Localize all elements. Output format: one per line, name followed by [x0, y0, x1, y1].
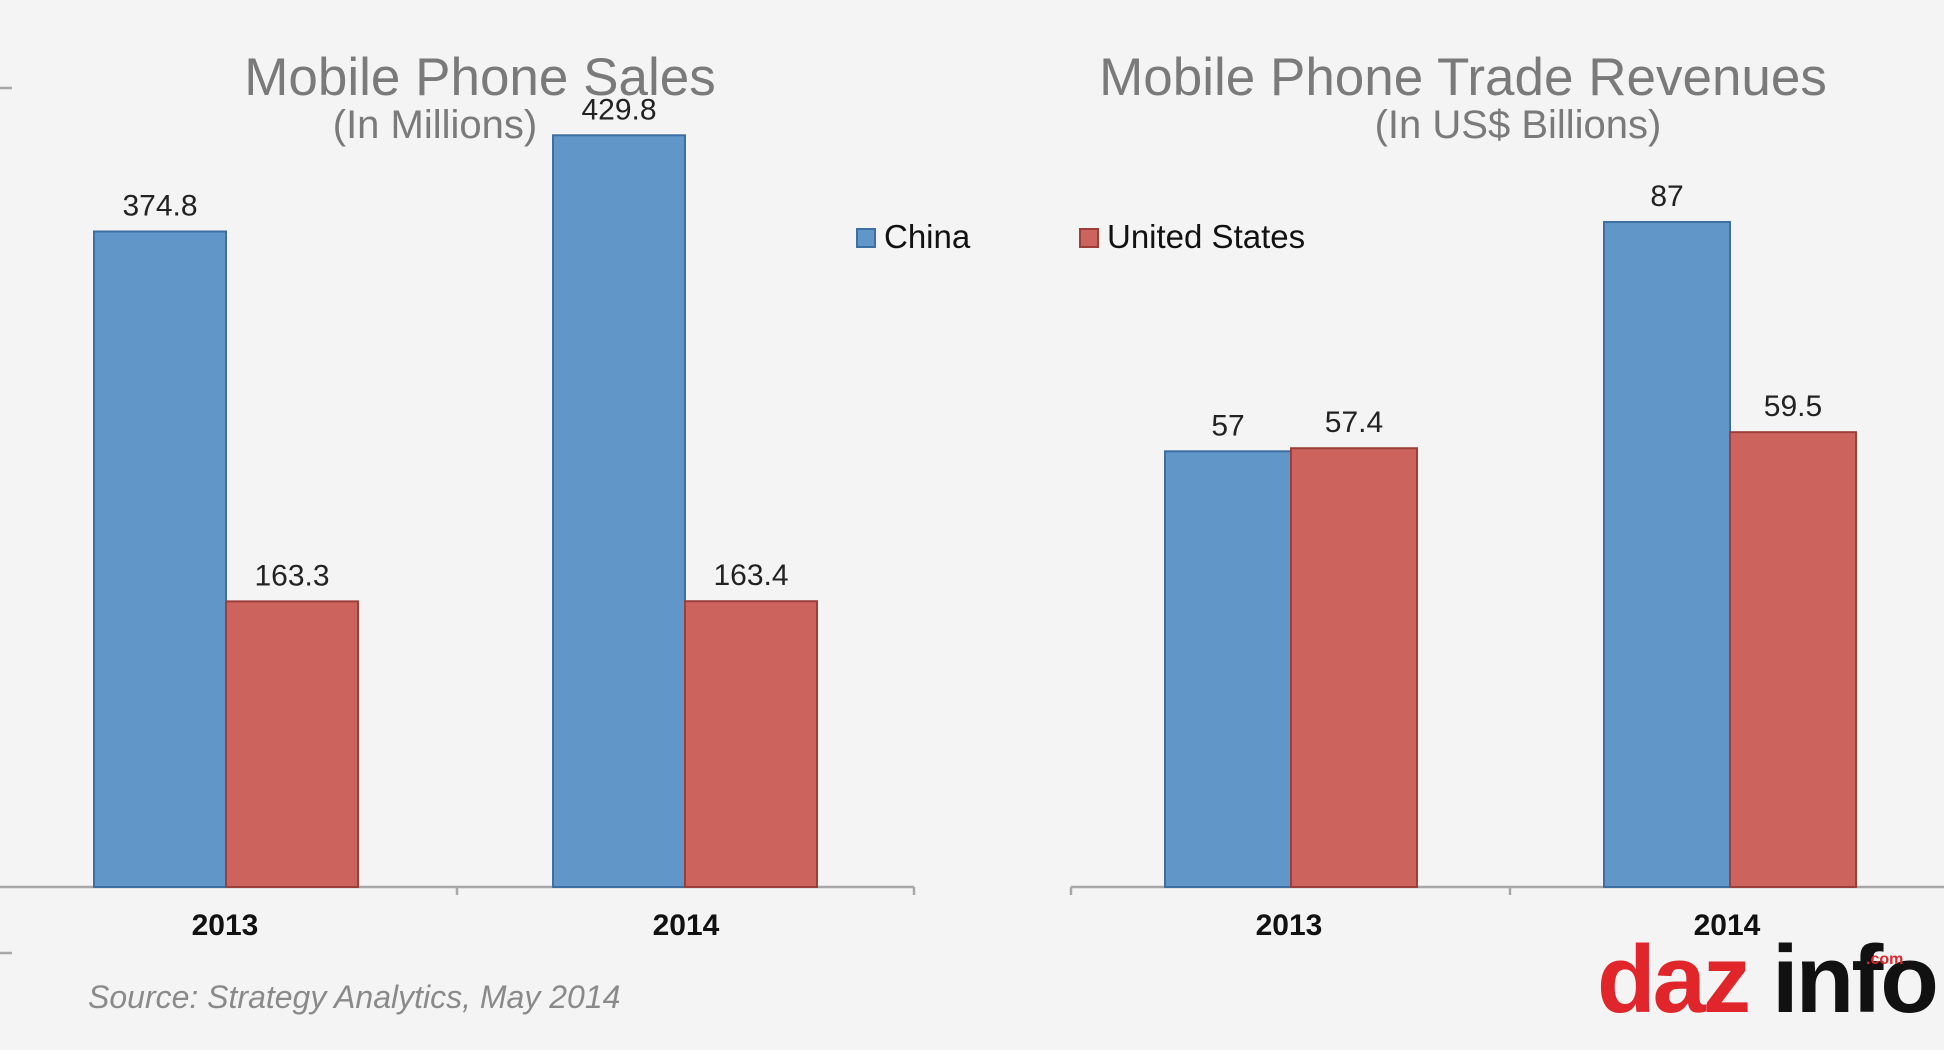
sales-chart-title: Mobile Phone Sales [244, 48, 715, 107]
logo-text-daz: daz [1597, 926, 1748, 1033]
revenue-data-label-us-2013: 57.4 [1325, 406, 1383, 439]
sales-bar-china-2014 [552, 134, 686, 889]
sales-tick-2013: 2013 [192, 909, 259, 942]
revenue-tick-2014: 2014 [1694, 909, 1761, 942]
sales-x-axis [0, 885, 916, 895]
legend-label-china: China [884, 218, 971, 255]
sales-data-label-china-2013: 374.8 [122, 189, 197, 222]
revenue-bar-china-2014 [1603, 220, 1731, 889]
logo-text-info: info [1772, 926, 1936, 1033]
sales-data-label-us-2014: 163.4 [713, 559, 788, 592]
revenue-bar-us-2014 [1729, 431, 1857, 888]
revenue-bar-china-2013 [1164, 450, 1292, 888]
revenue-data-label-china-2013: 57 [1211, 409, 1244, 442]
sales-bar-us-2014 [684, 600, 818, 888]
sales-tick-2014: 2014 [653, 909, 720, 942]
legend-label-us: United States [1107, 218, 1305, 255]
logo-text-com: .com [1866, 951, 1903, 968]
revenue-tick-2013: 2013 [1256, 909, 1323, 942]
sales-bar-us-2013 [225, 600, 359, 888]
source-note: Source: Strategy Analytics, May 2014 [88, 979, 620, 1015]
revenue-data-label-china-2014: 87 [1650, 180, 1683, 213]
revenue-bars: 57 57.4 87 59.5 [1164, 180, 1857, 889]
revenue-x-axis [1069, 885, 1944, 895]
sales-data-label-china-2014: 429.8 [581, 93, 656, 126]
dazeinfo-logo: daz info .com [1597, 926, 1939, 1033]
legend-swatch-us [1079, 228, 1099, 248]
revenue-chart-subtitle: (In US$ Billions) [1375, 103, 1662, 147]
revenue-chart-title: Mobile Phone Trade Revenues [1099, 48, 1827, 107]
revenue-bar-us-2013 [1290, 447, 1418, 888]
sales-bar-china-2013 [93, 230, 227, 888]
legend-swatch-china [856, 228, 876, 248]
sales-data-label-us-2013: 163.3 [254, 559, 329, 592]
legend: China United States [856, 218, 1305, 255]
sales-chart-subtitle: (In Millions) [333, 103, 537, 147]
revenue-data-label-us-2014: 59.5 [1764, 390, 1822, 423]
sales-bars: 374.8 163.3 429.8 163.4 [93, 93, 818, 889]
